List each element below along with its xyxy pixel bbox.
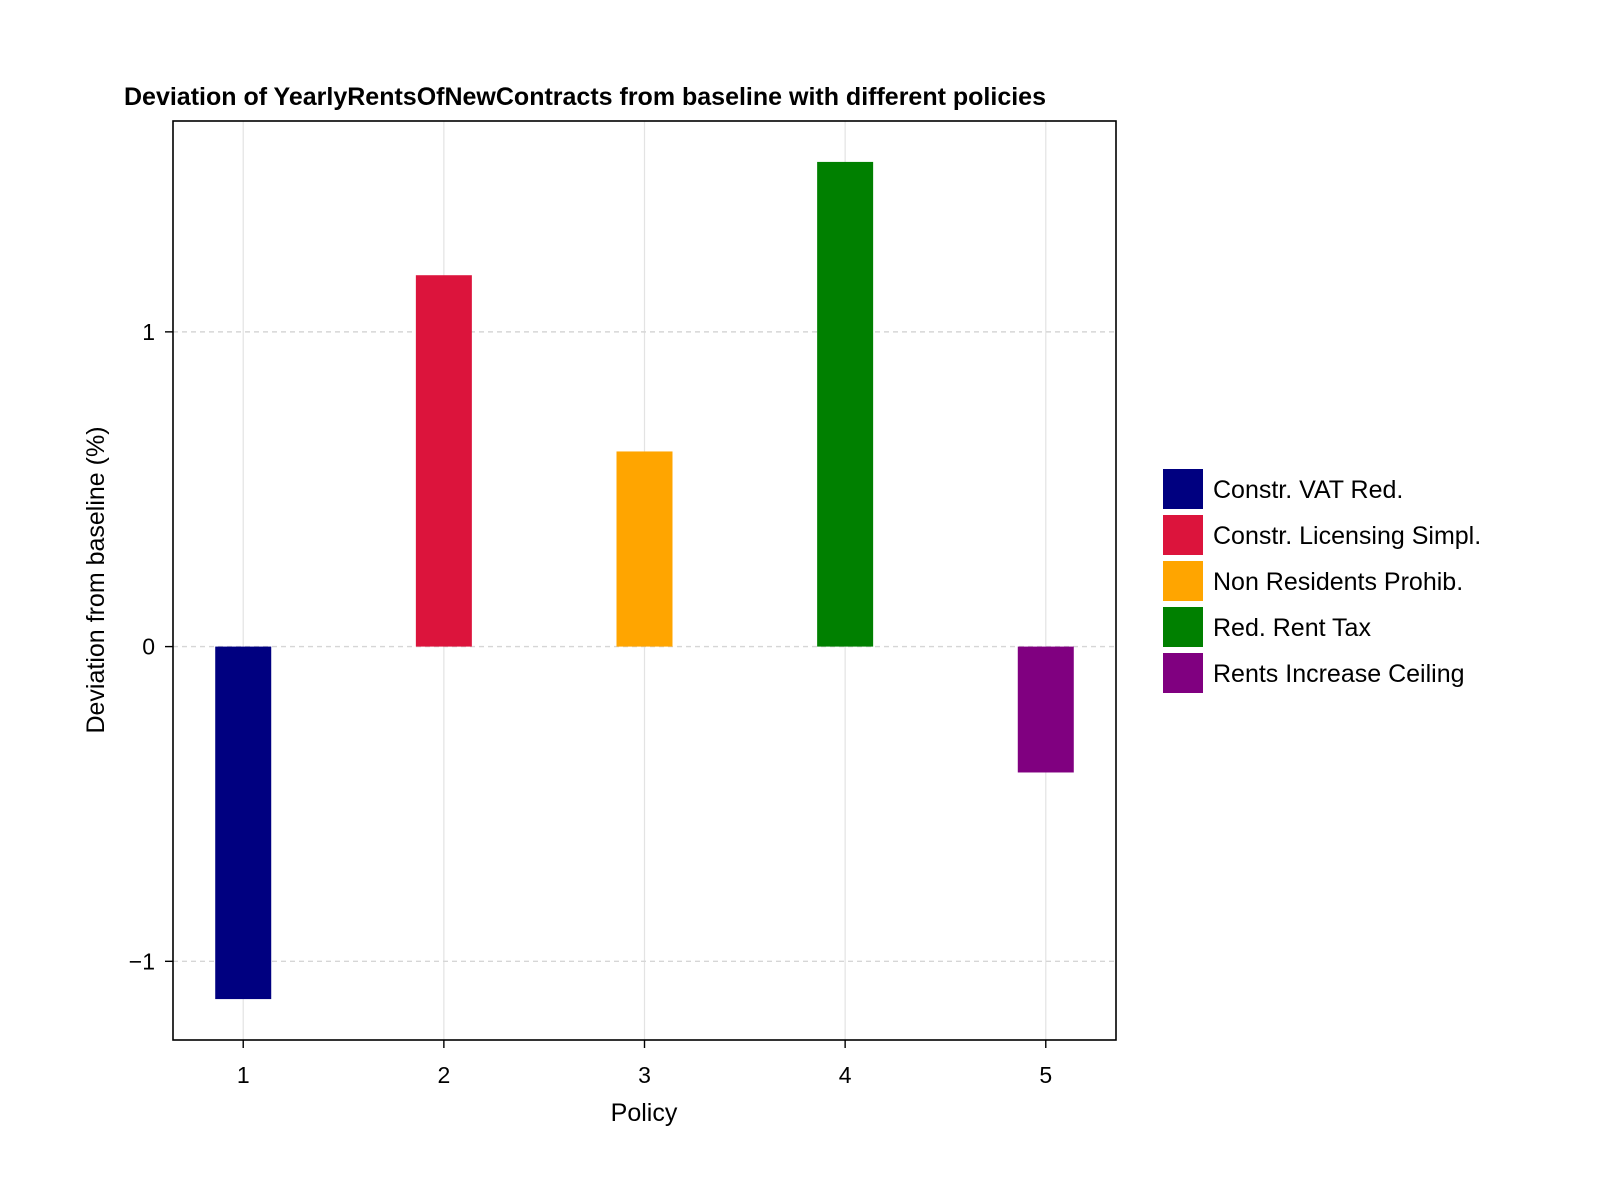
y-tick-label: 1 [142, 319, 155, 345]
legend-label: Non Residents Prohib. [1213, 568, 1463, 596]
bar-4 [817, 161, 874, 647]
y-axis-label: Deviation from baseline (%) [82, 426, 110, 733]
legend-swatch [1163, 653, 1203, 693]
y-tick-label: 0 [142, 634, 155, 660]
chart-title: Deviation of YearlyRentsOfNewContracts f… [124, 83, 1046, 111]
legend: Constr. VAT Red. Constr. Licensing Simpl.… [1163, 469, 1481, 693]
legend-label: Constr. Licensing Simpl. [1213, 522, 1481, 550]
bar-1 [215, 646, 272, 1000]
bar-5 [1017, 646, 1074, 773]
bar-3 [616, 451, 673, 647]
y-tick-label: −1 [129, 948, 155, 974]
legend-label: Red. Rent Tax [1213, 614, 1371, 642]
bars [215, 161, 1074, 1000]
x-tick-label: 2 [437, 1062, 450, 1088]
legend-swatch [1163, 561, 1203, 601]
y-axis-ticks: −1 0 1 [129, 319, 173, 974]
legend-label: Rents Increase Ceiling [1213, 660, 1465, 688]
x-tick-label: 4 [839, 1062, 852, 1088]
x-tick-label: 1 [237, 1062, 250, 1088]
legend-label: Constr. VAT Red. [1213, 476, 1403, 504]
legend-swatch [1163, 515, 1203, 555]
bar-2 [415, 275, 472, 647]
legend-swatch [1163, 469, 1203, 509]
x-axis-ticks: 1 2 3 4 5 [237, 1040, 1052, 1088]
legend-swatch [1163, 607, 1203, 647]
x-tick-label: 3 [638, 1062, 651, 1088]
x-axis-label: Policy [611, 1099, 678, 1127]
x-tick-label: 5 [1039, 1062, 1052, 1088]
